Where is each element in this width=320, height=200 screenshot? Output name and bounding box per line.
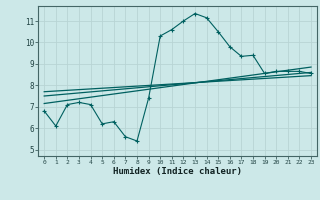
X-axis label: Humidex (Indice chaleur): Humidex (Indice chaleur) (113, 167, 242, 176)
